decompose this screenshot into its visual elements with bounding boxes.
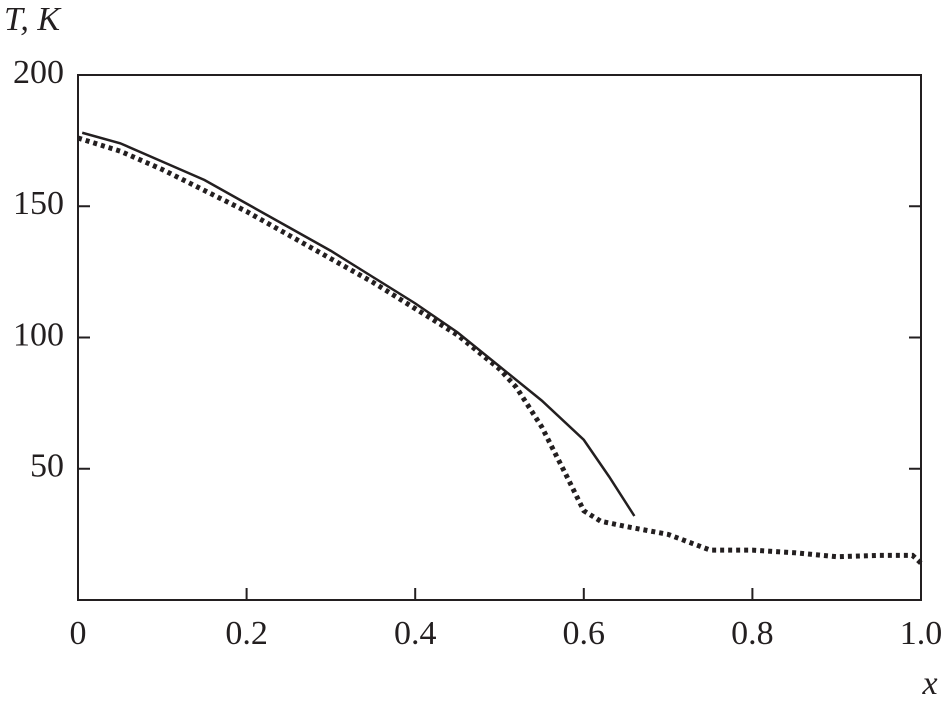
x-axis-label: x <box>921 665 937 702</box>
x-tick-label: 0.4 <box>394 615 437 652</box>
series-line <box>77 135 923 566</box>
series-line <box>81 131 636 517</box>
x-tick-label: 0.8 <box>731 615 774 652</box>
y-axis-label: T, K <box>4 1 62 38</box>
y-tick-label: 50 <box>30 448 64 485</box>
x-tick-label: 1.0 <box>900 615 943 652</box>
y-tick-label: 100 <box>13 316 64 353</box>
y-tick-label: 150 <box>13 185 64 222</box>
x-tick-label: 0.6 <box>563 615 606 652</box>
y-tick-label: 200 <box>13 54 64 91</box>
x-tick-label: 0.2 <box>225 615 268 652</box>
plot-frame <box>77 74 922 601</box>
x-tick-label: 0 <box>70 615 87 652</box>
